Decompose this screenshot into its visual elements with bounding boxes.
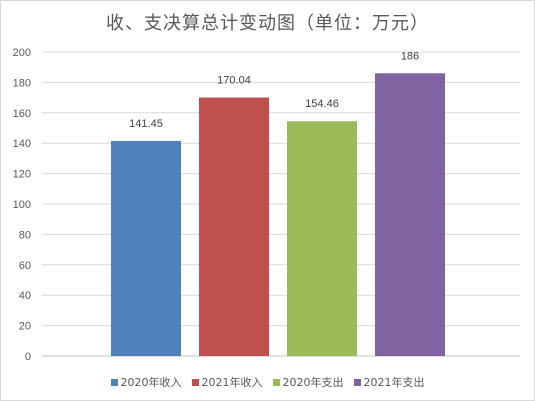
legend-swatch: [110, 378, 118, 386]
y-tick-label: 100: [13, 199, 31, 211]
legend-item: 2021年支出: [353, 374, 425, 390]
y-tick-label: 140: [13, 138, 31, 150]
legend-label: 2021年支出: [363, 376, 425, 389]
data-label: 141.45: [129, 118, 163, 130]
data-label: 154.46: [305, 98, 339, 110]
y-tick-label: 20: [19, 321, 31, 333]
bar-1: [111, 140, 181, 356]
legend-label: 2020年支出: [282, 376, 344, 389]
y-tick-label: 40: [19, 290, 31, 302]
legend-item: 2020年收入: [110, 374, 182, 390]
legend-item: 2020年支出: [272, 374, 344, 390]
legend-label: 2020年收入: [120, 376, 182, 389]
y-tick-label: 60: [19, 260, 31, 272]
legend-swatch: [272, 378, 280, 386]
legend-item: 2021年收入: [191, 374, 263, 390]
data-label: 170.04: [217, 75, 251, 87]
chart-title: 收、支决算总计变动图（单位：万元）: [106, 13, 429, 34]
legend-swatch: [353, 378, 361, 386]
legend-swatch: [191, 378, 199, 386]
chart-legend: 2020年收入 2021年收入 2020年支出 2021年支出: [1, 374, 534, 390]
y-tick-label: 180: [13, 77, 31, 89]
bar-4: [375, 73, 445, 356]
y-tick-label: 120: [13, 169, 31, 181]
y-tick-label: 160: [13, 108, 31, 120]
y-tick-label: 0: [25, 351, 31, 363]
y-tick-label: 200: [13, 47, 31, 59]
bar-2: [199, 97, 269, 357]
data-label: 186: [401, 50, 419, 62]
legend-label: 2021年收入: [201, 376, 263, 389]
y-tick-label: 80: [19, 229, 31, 241]
bar-3: [287, 121, 357, 357]
